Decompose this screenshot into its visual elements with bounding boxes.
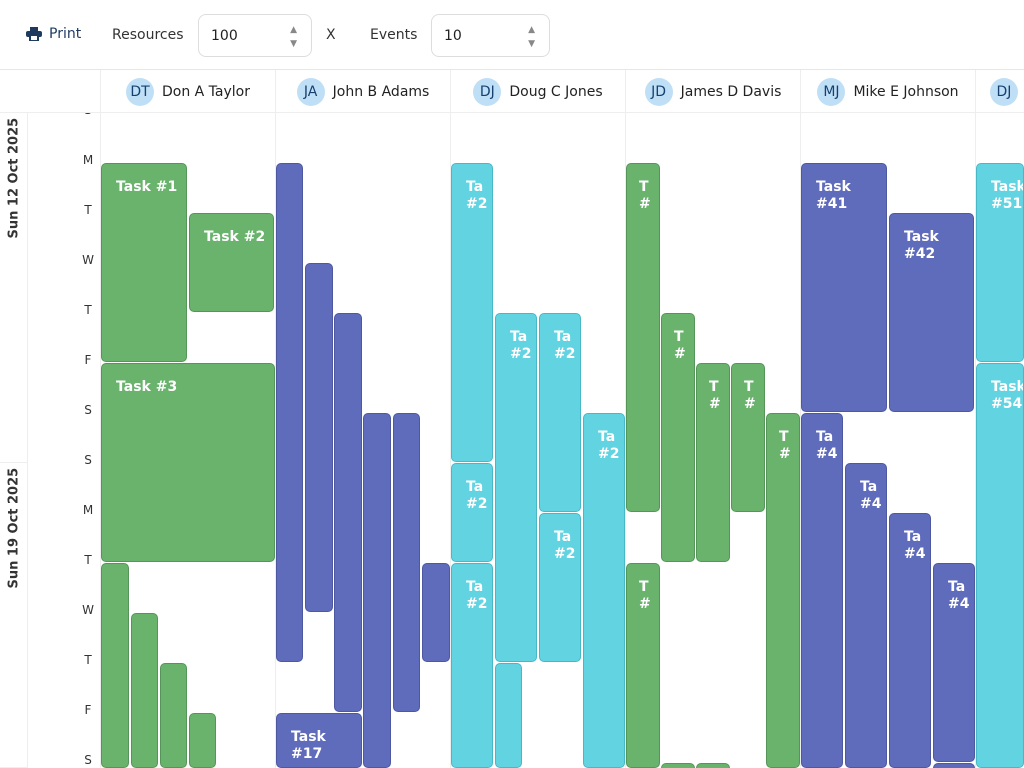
- resource-name: James D Davis: [680, 83, 782, 100]
- resource-header-1[interactable]: JA John B Adams: [275, 70, 450, 113]
- event-bar[interactable]: Ta #2: [451, 463, 493, 562]
- event-bar[interactable]: [189, 713, 216, 768]
- day-label: S: [84, 453, 92, 467]
- scheduler-grid: Sun 12 Oct 2025 Sun 19 Oct 2025 S M T W T F S S…: [0, 113, 1024, 768]
- resource-name: Don A Taylor: [161, 83, 250, 100]
- day-label: T: [84, 303, 92, 317]
- day-label: F: [84, 703, 92, 717]
- day-label: M: [82, 503, 94, 517]
- resource-name: John B Adams: [332, 83, 430, 100]
- events-input[interactable]: 10 ▲ ▼: [431, 14, 550, 57]
- event-bar[interactable]: T #: [661, 313, 695, 562]
- column-divider: [975, 113, 976, 768]
- event-bar[interactable]: Task #17: [276, 713, 362, 768]
- event-bar[interactable]: Ta #2: [495, 313, 537, 662]
- day-label: M: [82, 153, 94, 167]
- resource-name: Doug C Jones: [509, 83, 603, 100]
- week-label: Sun 19 Oct 2025: [0, 463, 28, 768]
- events-stepper[interactable]: ▲ ▼: [528, 25, 535, 49]
- avatar: JD: [644, 77, 673, 106]
- event-bar[interactable]: Task #3: [101, 363, 275, 562]
- avatar: DJ: [990, 77, 1018, 106]
- resources-label: Resources: [112, 27, 184, 43]
- avatar: DJ: [473, 77, 502, 106]
- resource-name: Mike E Johnson: [853, 83, 959, 100]
- event-bar[interactable]: [101, 563, 129, 768]
- resources-input[interactable]: 100 ▲ ▼: [198, 14, 312, 57]
- resources-stepper[interactable]: ▲ ▼: [290, 25, 297, 49]
- resource-header: DT Don A Taylor JA John B Adams DJ Doug C Jon…: [0, 70, 1024, 113]
- event-bar[interactable]: [933, 763, 975, 768]
- event-bar[interactable]: [495, 663, 522, 768]
- print-button[interactable]: Print: [26, 26, 81, 42]
- avatar: DT: [125, 77, 154, 106]
- event-bar[interactable]: T #: [696, 363, 730, 562]
- event-bar[interactable]: Ta #2: [539, 513, 581, 662]
- event-bar[interactable]: [276, 163, 303, 662]
- resources-value: 100: [211, 28, 238, 44]
- event-bar[interactable]: [160, 663, 187, 768]
- event-bar[interactable]: Ta #4: [889, 513, 931, 768]
- column-divider: [275, 113, 276, 768]
- event-bar[interactable]: [363, 413, 391, 768]
- resource-header-5[interactable]: DJ: [975, 70, 1024, 113]
- day-label: F: [84, 353, 92, 367]
- day-label: W: [82, 603, 94, 617]
- event-bar[interactable]: T #: [731, 363, 765, 512]
- toolbar: Print Resources 100 ▲ ▼ X Events 10 ▲ ▼: [0, 0, 1024, 70]
- event-bar[interactable]: [305, 263, 333, 612]
- event-bar[interactable]: [696, 763, 730, 768]
- column-divider: [100, 113, 101, 768]
- event-bar[interactable]: Task #51: [976, 163, 1024, 362]
- week-label: Sun 12 Oct 2025: [0, 113, 28, 463]
- event-bar[interactable]: [131, 613, 158, 768]
- week-label-text: Sun 19 Oct 2025: [6, 467, 22, 589]
- event-bar[interactable]: T #: [766, 413, 800, 768]
- x-label: X: [326, 27, 336, 43]
- event-bar[interactable]: [661, 763, 695, 768]
- event-bar[interactable]: Task #1: [101, 163, 187, 362]
- day-label: T: [84, 203, 92, 217]
- resource-header-0[interactable]: DT Don A Taylor: [100, 70, 275, 113]
- event-bar[interactable]: Ta #2: [539, 313, 581, 512]
- event-bar[interactable]: [422, 563, 450, 662]
- resource-header-2[interactable]: DJ Doug C Jones: [450, 70, 625, 113]
- week-label-text: Sun 12 Oct 2025: [6, 117, 22, 239]
- printer-icon: [26, 27, 42, 41]
- resource-header-3[interactable]: JD James D Davis: [625, 70, 800, 113]
- day-label: S: [84, 753, 92, 767]
- avatar: JA: [296, 77, 325, 106]
- day-label: T: [84, 653, 92, 667]
- event-bar[interactable]: [393, 413, 420, 712]
- event-bar[interactable]: Ta #2: [583, 413, 625, 768]
- event-bar[interactable]: Task #42: [889, 213, 974, 412]
- events-value: 10: [444, 28, 462, 44]
- event-bar[interactable]: Task #54: [976, 363, 1024, 768]
- event-bar[interactable]: Ta #4: [933, 563, 975, 762]
- event-bar[interactable]: [334, 313, 362, 712]
- day-label: S: [84, 403, 92, 417]
- column-divider: [800, 113, 801, 768]
- event-bar[interactable]: T #: [626, 163, 660, 512]
- avatar: MJ: [817, 77, 846, 106]
- event-bar[interactable]: Ta #2: [451, 563, 493, 768]
- event-bar[interactable]: Ta #2: [451, 163, 493, 462]
- event-bar[interactable]: Task #41: [801, 163, 887, 412]
- day-label: T: [84, 553, 92, 567]
- column-divider: [450, 113, 451, 768]
- event-bar[interactable]: Ta #4: [845, 463, 887, 768]
- print-label: Print: [49, 26, 82, 42]
- event-bar[interactable]: Task #2: [189, 213, 274, 312]
- events-label: Events: [370, 27, 418, 43]
- event-bar[interactable]: Ta #4: [801, 413, 843, 768]
- resource-header-4[interactable]: MJ Mike E Johnson: [800, 70, 975, 113]
- event-bar[interactable]: T #: [626, 563, 660, 768]
- day-label: W: [82, 253, 94, 267]
- column-divider: [625, 113, 626, 768]
